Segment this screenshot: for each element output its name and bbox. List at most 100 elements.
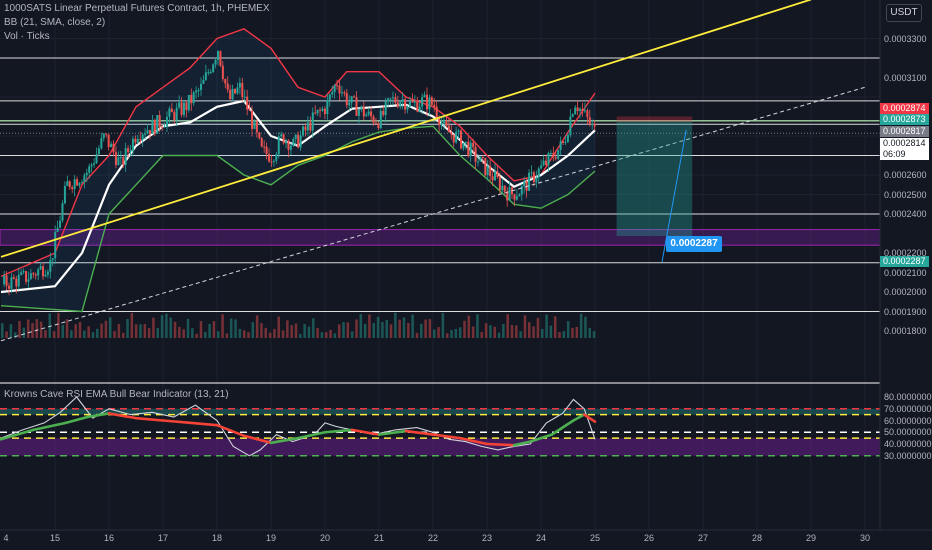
candle-body — [54, 231, 57, 259]
candle-body — [374, 122, 377, 124]
volume-bar — [139, 324, 142, 338]
candle-body — [141, 134, 144, 140]
last-price-tag: 0.0002814 — [880, 138, 929, 149]
rsi-indicator-label[interactable]: Krowns Cave RSI EMA Bull Bear Indicator … — [4, 389, 229, 400]
candle-body — [61, 203, 64, 221]
candle-body — [408, 100, 411, 107]
time-axis-label: 23 — [481, 533, 493, 543]
volume-bar — [5, 331, 8, 338]
volume-bar — [355, 319, 358, 338]
candle-body — [562, 141, 565, 143]
volume-bar — [61, 324, 64, 338]
ema-segment — [377, 429, 408, 436]
volume-bar — [173, 321, 177, 338]
candle-body — [532, 172, 535, 183]
candle-body — [127, 148, 130, 152]
candle-body — [76, 179, 79, 186]
candle-body — [564, 141, 567, 143]
target-callout[interactable]: 0.0002287 — [666, 236, 722, 252]
rsi-lower-zone — [0, 438, 880, 456]
trendline-solid[interactable] — [0, 0, 812, 258]
candle-body — [119, 157, 122, 159]
volume-bar — [217, 331, 220, 338]
candle-body — [382, 110, 385, 115]
bb-lower-line — [0, 125, 596, 313]
candle-body — [270, 161, 273, 163]
volume-bar — [398, 319, 401, 338]
candle-body — [144, 133, 147, 135]
rsi-axis-label: 50.0000000 — [884, 427, 932, 438]
candle-body — [131, 138, 134, 152]
stop-loss-box[interactable] — [616, 116, 693, 122]
candle-body — [219, 51, 222, 66]
volume-bar — [229, 318, 233, 338]
candle-body — [491, 176, 494, 181]
bb-fill — [1, 28, 595, 312]
candle-body — [51, 258, 54, 260]
price-axis-label: 0.0002000 — [884, 287, 927, 297]
ema-segment — [242, 434, 273, 445]
candle-body — [212, 64, 215, 72]
volume-bar — [312, 318, 315, 338]
candle-body — [258, 132, 261, 139]
currency-selector[interactable]: USDT — [886, 4, 922, 22]
candle-body — [151, 120, 154, 134]
candle-body — [418, 106, 421, 112]
candle-body — [260, 138, 263, 147]
candle-body — [175, 107, 178, 121]
take-profit-box[interactable] — [616, 121, 693, 237]
resistance-zone[interactable] — [0, 229, 881, 246]
candle-body — [579, 108, 582, 112]
candle-body — [508, 187, 511, 201]
candle-body — [59, 220, 62, 228]
candle-body — [353, 96, 356, 98]
candle-body — [447, 125, 450, 133]
volume-bar — [450, 329, 453, 338]
candle-body — [241, 82, 244, 98]
candle-body — [501, 185, 504, 191]
candle-body — [234, 88, 237, 94]
candle-body — [379, 110, 382, 129]
candle-body — [350, 96, 353, 103]
candle-body — [552, 152, 555, 158]
volume-bar — [385, 320, 388, 338]
volume-bar — [109, 317, 112, 338]
candle-body — [97, 148, 100, 155]
volume-bar — [463, 320, 466, 338]
candle-body — [571, 114, 574, 117]
volume-bar — [251, 322, 255, 338]
candle-body — [236, 87, 239, 94]
volume-bar — [467, 315, 471, 338]
candle-body — [78, 182, 81, 186]
volume-bar — [519, 331, 522, 338]
volume-bar — [134, 324, 138, 338]
volume-bar — [497, 332, 501, 338]
candle-body — [416, 101, 419, 112]
bb-indicator-label[interactable]: BB (21, SMA, close, 2) — [4, 17, 106, 28]
vol-indicator-label[interactable]: Vol · Ticks — [4, 31, 50, 42]
volume-bar — [337, 324, 341, 338]
candle-body — [547, 153, 550, 165]
target-price-tag: 0.0002287 — [880, 256, 929, 267]
candle-body — [122, 157, 125, 166]
horizontal-levels — [0, 57, 880, 312]
trendlines[interactable] — [0, 0, 866, 342]
trendline-dashed[interactable] — [0, 86, 866, 342]
short-position-tool[interactable] — [616, 116, 693, 263]
volume-bar — [368, 314, 371, 338]
price-axis-label: 0.0002500 — [884, 189, 927, 200]
volume-bar — [299, 333, 302, 338]
volume-bar — [238, 328, 242, 338]
candle-body — [199, 83, 202, 91]
volume-bar — [169, 317, 172, 338]
candle-body — [498, 177, 501, 191]
candle-body — [251, 110, 254, 129]
volume-bar — [165, 313, 168, 338]
volume-bar — [74, 324, 77, 338]
candle-body — [438, 117, 441, 126]
volume-bar — [584, 316, 587, 338]
candle-body — [401, 99, 404, 102]
candle-body — [163, 126, 166, 128]
candle-body — [161, 127, 164, 129]
